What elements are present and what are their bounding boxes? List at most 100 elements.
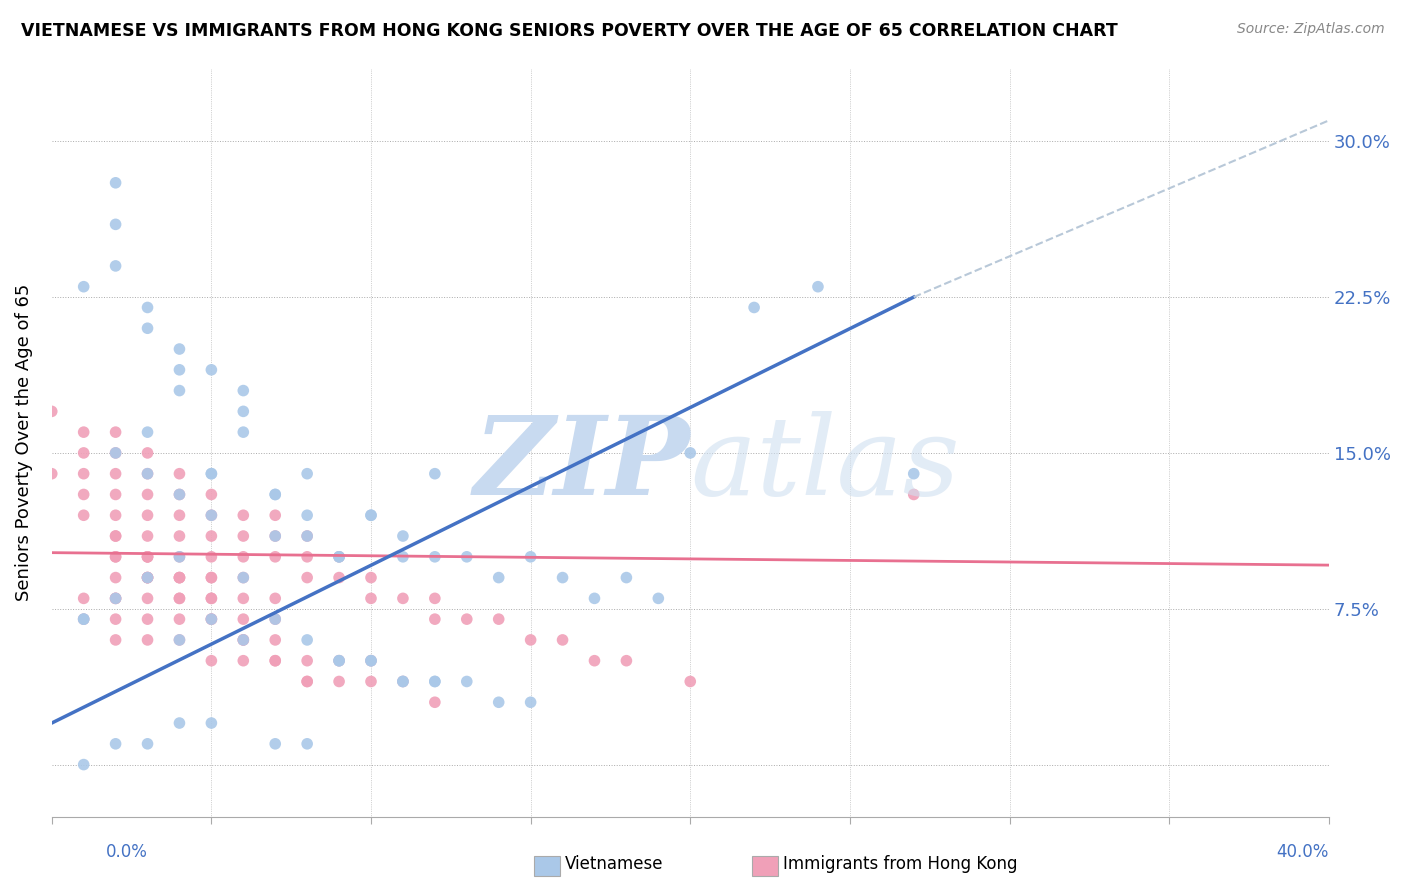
Point	[104, 549, 127, 564]
Point	[169, 487, 191, 501]
Point	[456, 612, 478, 626]
Point	[200, 591, 222, 606]
Point	[742, 301, 765, 315]
Point	[136, 549, 159, 564]
Point	[264, 487, 287, 501]
Point	[328, 549, 350, 564]
Point	[104, 176, 127, 190]
Point	[104, 591, 127, 606]
Point	[264, 654, 287, 668]
Point	[295, 508, 318, 523]
Point	[41, 404, 63, 418]
Point	[169, 363, 191, 377]
Point	[136, 446, 159, 460]
Point	[232, 632, 254, 647]
Text: ZIP: ZIP	[474, 411, 690, 519]
Point	[328, 549, 350, 564]
Point	[551, 632, 574, 647]
Point	[104, 612, 127, 626]
Point	[136, 571, 159, 585]
Point	[169, 612, 191, 626]
Point	[200, 487, 222, 501]
Point	[423, 674, 446, 689]
Point	[104, 487, 127, 501]
Point	[169, 716, 191, 731]
Y-axis label: Seniors Poverty Over the Age of 65: Seniors Poverty Over the Age of 65	[15, 284, 32, 601]
Point	[392, 549, 415, 564]
Point	[200, 529, 222, 543]
Point	[295, 654, 318, 668]
Point	[200, 612, 222, 626]
Point	[328, 674, 350, 689]
Point	[519, 695, 541, 709]
Point	[73, 612, 96, 626]
Point	[169, 549, 191, 564]
Point	[295, 549, 318, 564]
Point	[136, 321, 159, 335]
Point	[328, 654, 350, 668]
Point	[360, 571, 382, 585]
Point	[200, 467, 222, 481]
Point	[136, 529, 159, 543]
Point	[616, 654, 638, 668]
Point	[295, 737, 318, 751]
Point	[136, 301, 159, 315]
Point	[360, 654, 382, 668]
Point	[104, 632, 127, 647]
Point	[169, 591, 191, 606]
Point	[264, 591, 287, 606]
Point	[136, 591, 159, 606]
Point	[136, 571, 159, 585]
Point	[360, 508, 382, 523]
Point	[423, 591, 446, 606]
Point	[169, 571, 191, 585]
Point	[583, 654, 606, 668]
Point	[392, 674, 415, 689]
Point	[232, 508, 254, 523]
Point	[73, 279, 96, 293]
Point	[264, 737, 287, 751]
Point	[232, 632, 254, 647]
Point	[104, 446, 127, 460]
Point	[264, 632, 287, 647]
Point	[360, 654, 382, 668]
Point	[136, 612, 159, 626]
Point	[73, 446, 96, 460]
Point	[232, 654, 254, 668]
Point	[232, 632, 254, 647]
Point	[264, 549, 287, 564]
Point	[295, 467, 318, 481]
Text: 0.0%: 0.0%	[105, 843, 148, 861]
Point	[136, 467, 159, 481]
Point	[73, 467, 96, 481]
Point	[232, 591, 254, 606]
Point	[616, 571, 638, 585]
Point	[169, 384, 191, 398]
Point	[169, 342, 191, 356]
Point	[903, 467, 925, 481]
Point	[136, 508, 159, 523]
Text: Vietnamese: Vietnamese	[565, 855, 664, 873]
Point	[169, 571, 191, 585]
Point	[73, 425, 96, 439]
Point	[41, 467, 63, 481]
Point	[647, 591, 669, 606]
Point	[200, 571, 222, 585]
Point	[136, 737, 159, 751]
Point	[136, 549, 159, 564]
Point	[328, 654, 350, 668]
Point	[360, 674, 382, 689]
Point	[264, 654, 287, 668]
Point	[423, 674, 446, 689]
Point	[104, 218, 127, 232]
Point	[169, 571, 191, 585]
Text: VIETNAMESE VS IMMIGRANTS FROM HONG KONG SENIORS POVERTY OVER THE AGE OF 65 CORRE: VIETNAMESE VS IMMIGRANTS FROM HONG KONG …	[21, 22, 1118, 40]
Point	[104, 259, 127, 273]
Point	[169, 467, 191, 481]
Point	[104, 737, 127, 751]
Point	[104, 467, 127, 481]
Point	[392, 591, 415, 606]
Point	[232, 425, 254, 439]
Point	[903, 487, 925, 501]
Point	[519, 549, 541, 564]
